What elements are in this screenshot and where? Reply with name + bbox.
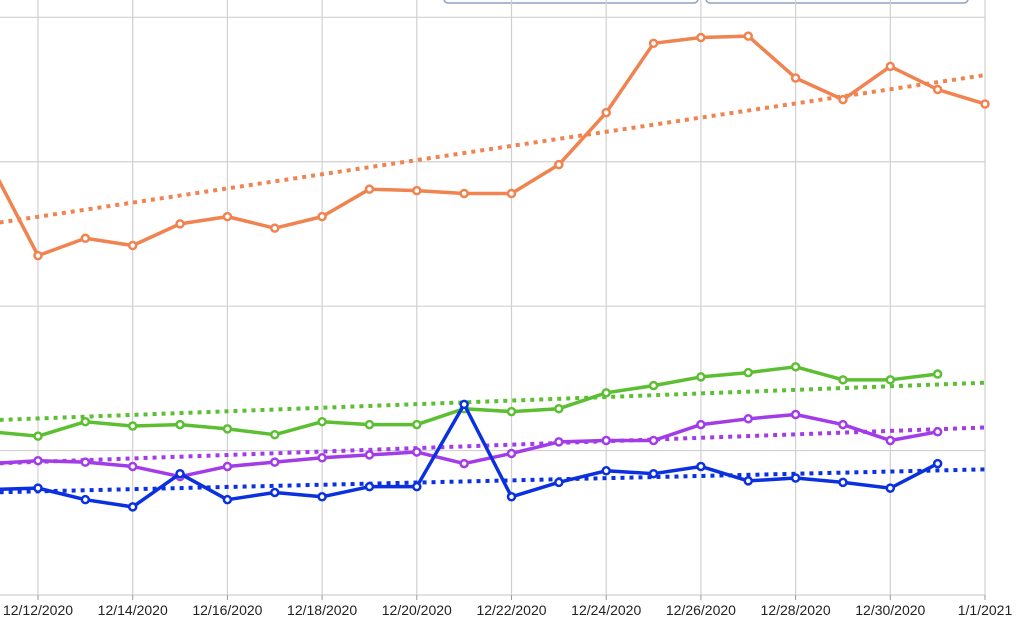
point <box>885 375 896 385</box>
point <box>175 468 185 479</box>
point <box>459 188 469 199</box>
point <box>506 448 517 459</box>
point <box>506 188 517 199</box>
point <box>648 435 659 446</box>
point <box>554 437 564 447</box>
trend-line <box>0 380 986 422</box>
x-tick-label: 12/24/2020 <box>571 602 641 618</box>
point <box>127 240 138 251</box>
point <box>696 32 706 43</box>
point <box>270 487 280 498</box>
x-tick-label: 12/16/2020 <box>192 602 262 618</box>
point <box>648 38 659 49</box>
point <box>80 494 91 505</box>
point <box>33 431 43 441</box>
button[interactable] <box>443 0 699 4</box>
point <box>80 416 91 427</box>
point <box>980 99 990 109</box>
point <box>932 458 943 469</box>
series-line <box>0 34 986 258</box>
point <box>648 380 659 391</box>
series-line <box>0 402 939 509</box>
point <box>743 31 753 41</box>
point <box>175 419 185 430</box>
point <box>506 406 517 417</box>
point <box>80 233 91 244</box>
point <box>838 477 848 488</box>
point <box>270 429 280 440</box>
trend-line <box>0 425 986 466</box>
x-tick-label: 12/20/2020 <box>382 602 452 618</box>
point <box>601 435 611 446</box>
point <box>743 476 753 486</box>
point <box>364 450 375 460</box>
point <box>80 457 91 467</box>
point <box>554 403 564 414</box>
point <box>222 461 233 472</box>
point <box>412 447 422 457</box>
point <box>601 466 611 476</box>
point <box>932 369 943 379</box>
point <box>601 107 611 118</box>
trend-line <box>0 73 986 225</box>
point <box>364 419 375 430</box>
point <box>696 372 706 382</box>
point <box>459 458 469 469</box>
point <box>127 421 138 431</box>
point <box>317 492 327 502</box>
point <box>222 211 233 222</box>
point <box>175 219 185 229</box>
x-tick-label: 12/28/2020 <box>761 602 831 618</box>
x-tick-label: 1/1/2021 <box>958 602 1013 618</box>
point <box>838 419 848 430</box>
x-tick-label: 12/18/2020 <box>287 602 357 618</box>
point <box>885 435 896 446</box>
point <box>270 223 280 233</box>
point <box>790 73 801 83</box>
point <box>33 483 43 493</box>
point <box>696 419 706 430</box>
x-tick-label: 12/26/2020 <box>666 602 736 618</box>
point <box>412 419 422 430</box>
point <box>317 211 327 222</box>
point <box>932 84 943 95</box>
point <box>270 457 280 467</box>
x-tick-label: 12/12/2020 <box>3 602 73 618</box>
x-tick-label: 12/30/2020 <box>855 602 925 618</box>
point <box>696 461 706 472</box>
point <box>364 481 375 492</box>
point <box>364 184 375 194</box>
point <box>838 375 848 385</box>
point <box>838 94 848 105</box>
point <box>790 473 801 483</box>
point <box>790 362 801 372</box>
point <box>127 502 138 512</box>
x-tick-label: 12/22/2020 <box>476 602 546 618</box>
point <box>222 424 233 434</box>
point <box>222 494 233 505</box>
point <box>885 61 896 72</box>
point <box>790 409 801 420</box>
x-tick-label: 12/14/2020 <box>98 602 168 618</box>
point <box>33 250 43 261</box>
point <box>932 427 943 437</box>
point <box>743 367 753 378</box>
point <box>554 159 564 170</box>
point <box>459 399 469 410</box>
point <box>554 477 564 488</box>
point <box>33 455 43 466</box>
point <box>317 453 327 463</box>
point <box>412 185 422 196</box>
point <box>601 388 611 398</box>
point <box>743 414 753 424</box>
point <box>885 483 896 493</box>
button[interactable] <box>705 0 969 4</box>
point <box>317 416 327 427</box>
point <box>412 481 422 492</box>
point <box>506 492 517 502</box>
point <box>648 468 659 479</box>
point <box>127 461 138 472</box>
